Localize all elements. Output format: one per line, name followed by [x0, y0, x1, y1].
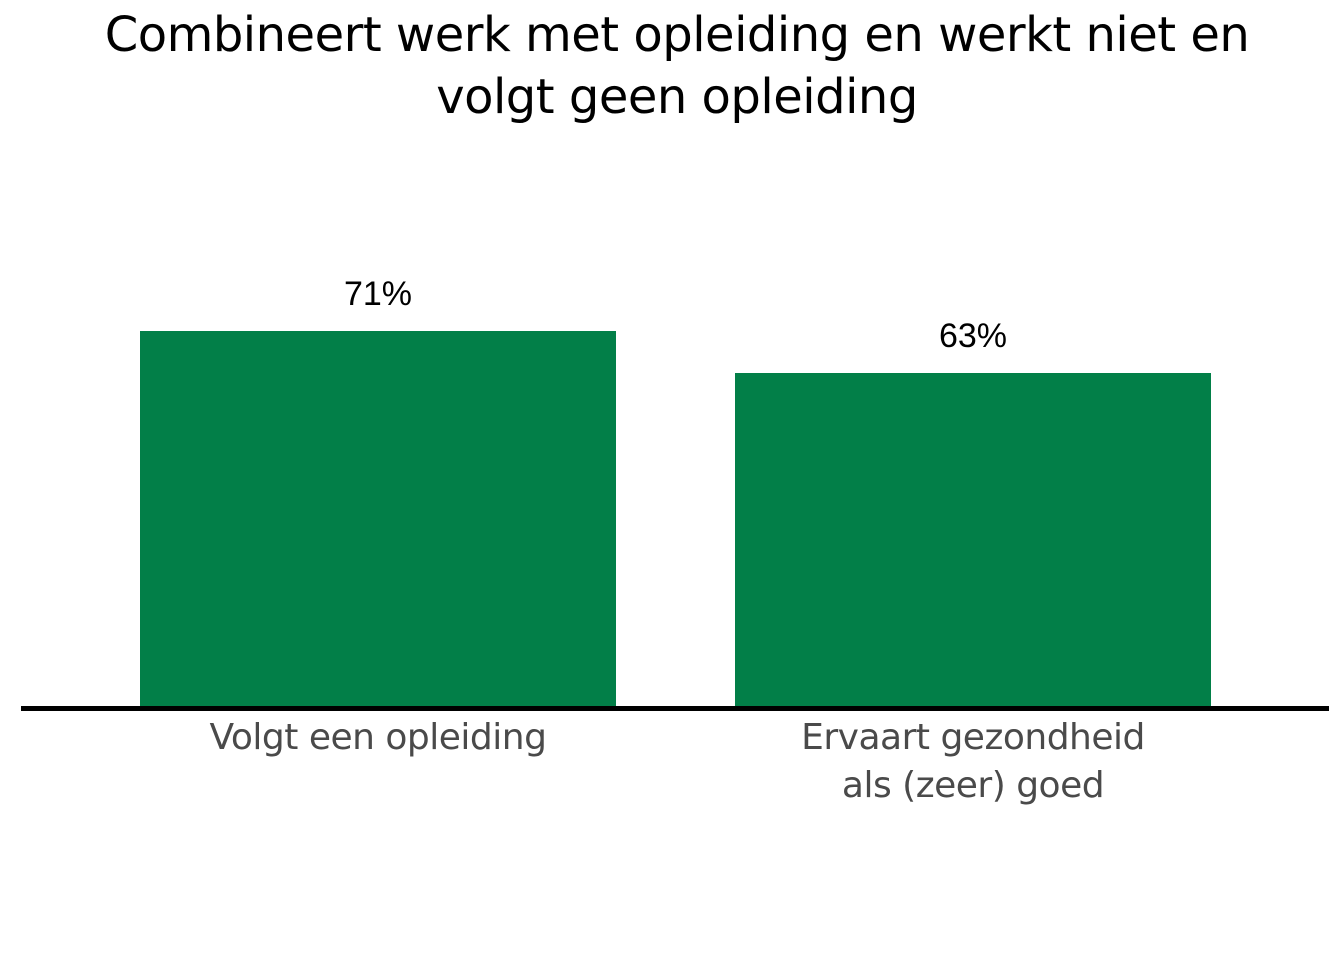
x-axis-line	[21, 706, 1329, 711]
chart-title: Combineert werk met opleiding en werkt n…	[0, 4, 1344, 128]
chart-title-line-1: Combineert werk met opleiding en werkt n…	[104, 7, 1250, 63]
bar-ervaart-gezondheid	[735, 373, 1211, 707]
chart-title-line-2: volgt geen opleiding	[436, 69, 918, 125]
bar-volgt-een-opleiding	[140, 330, 616, 707]
bar-value-label: 63%	[938, 317, 1008, 356]
x-tick-label: Ervaart gezondheid als (zeer) goed	[801, 717, 1145, 806]
x-tick-label: Volgt een opleiding	[209, 717, 547, 758]
bar-value-label: 71%	[343, 274, 413, 313]
